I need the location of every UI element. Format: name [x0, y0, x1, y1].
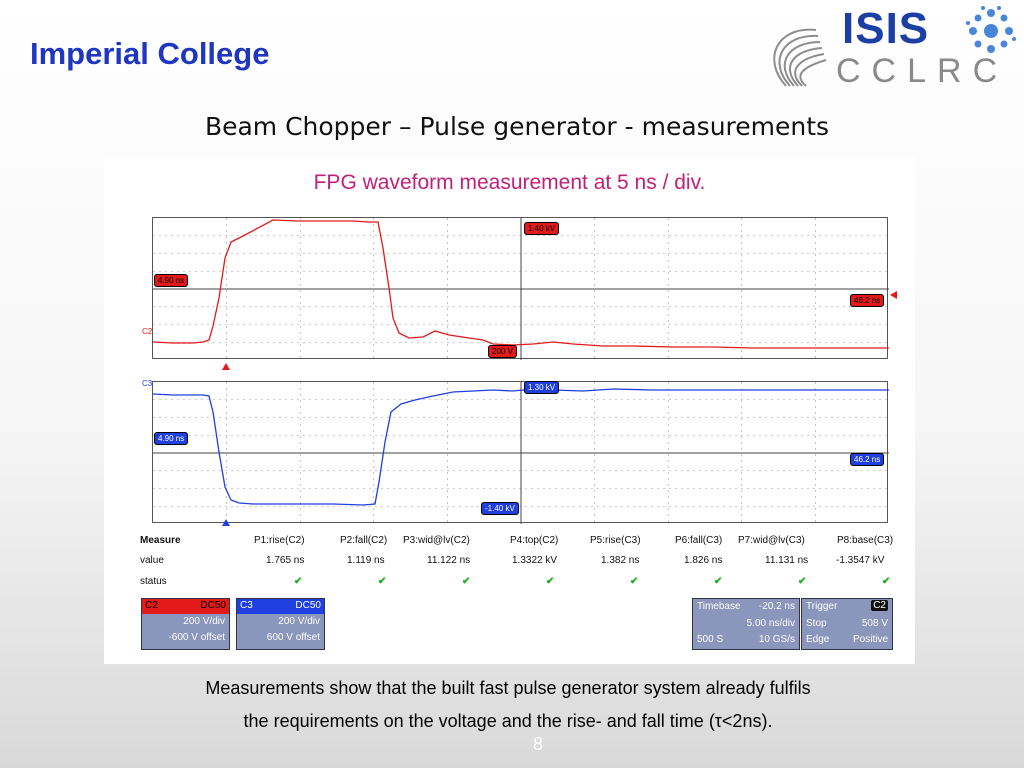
trigger-box[interactable]: Trigger C2 Stop 508 V Edge Positive — [801, 598, 893, 650]
param-value: 11.131 ns — [765, 555, 809, 566]
status-check-icon: ✔ — [294, 576, 303, 587]
c2-top-cursor-tag: 1.40 kV — [524, 222, 560, 235]
timebase-per-div: 5.00 ns/div — [746, 618, 795, 629]
param-header: P3:wid@lv(C2) — [403, 535, 470, 546]
college-title: Imperial College — [30, 36, 270, 71]
status-check-icon: ✔ — [378, 576, 387, 587]
slide-caption: Measurements show that the built fast pu… — [0, 672, 1016, 738]
param-header: P5:rise(C3) — [590, 535, 641, 546]
value-label: value — [140, 555, 164, 566]
c3-trace-grid — [152, 381, 889, 524]
param-header: P2:fall(C2) — [340, 535, 388, 546]
param-header: P6:fall(C3) — [675, 535, 723, 546]
timebase-rate: 10 GS/s — [758, 634, 795, 645]
c3-waveform — [153, 388, 889, 506]
caption-line-2: the requirements on the voltage and the … — [243, 711, 773, 731]
trigger-slope: Positive — [852, 634, 888, 645]
param-value: 1.826 ns — [684, 555, 723, 566]
isis-logo-text: ISIS — [842, 4, 930, 53]
c3-trigger-marker-icon — [222, 519, 230, 526]
slide-title: Beam Chopper – Pulse generator - measure… — [204, 112, 830, 141]
c2-waveform — [153, 219, 889, 349]
c3-channel-label: C3 — [142, 379, 153, 388]
c2-trace-grid — [152, 217, 889, 360]
cclrc-logo-text: CCLRC — [836, 52, 1009, 90]
c2-descriptor-box[interactable]: C2 DC50 200 V/div -600 V offset — [141, 598, 230, 650]
status-check-icon: ✔ — [462, 576, 471, 587]
param-header: P4:top(C2) — [510, 535, 559, 546]
param-value: -1.3547 kV — [836, 555, 885, 566]
c2-box-name: C2 — [145, 600, 158, 611]
measurement-table: Measure P1:rise(C2) P2:fall(C2) P3:wid@l… — [104, 531, 915, 591]
oscilloscope-screenshot: FPG waveform measurement at 5 ns / div. … — [104, 157, 915, 664]
param-value: 1.382 ns — [601, 555, 640, 566]
timebase-label: Timebase — [697, 601, 741, 612]
param-value: 1.765 ns — [266, 555, 305, 566]
param-header: P8:base(C3) — [837, 535, 894, 546]
status-label: status — [140, 576, 167, 587]
trigger-label: Trigger — [806, 601, 838, 612]
trigger-level: 508 V — [861, 618, 888, 629]
status-check-icon: ✔ — [714, 576, 723, 587]
c2-bottom-cursor-tag: 200 V — [488, 345, 517, 358]
c3-left-cursor-tag: 4.90 ns — [154, 432, 189, 445]
status-check-icon: ✔ — [882, 576, 891, 587]
trigger-type-label: Edge — [806, 634, 830, 645]
trigger-mode-label: Stop — [806, 618, 827, 629]
c2-channel-label: C2 — [142, 327, 153, 336]
c3-box-scale: 200 V/div — [278, 616, 320, 627]
param-value: 1.119 ns — [347, 555, 385, 566]
c3-box-coupling: DC50 — [295, 600, 321, 611]
timebase-delay: -20.2 ns — [758, 601, 795, 612]
c3-descriptor-box[interactable]: C3 DC50 200 V/div 600 V offset — [236, 598, 325, 650]
c2-box-coupling: DC50 — [200, 600, 226, 611]
c2-right-cursor-tag: 46.2 ns — [850, 294, 885, 307]
swirl-logo-icon — [773, 28, 827, 87]
c3-box-name: C3 — [240, 600, 253, 611]
c2-box-offset: -600 V offset — [168, 632, 225, 643]
measure-value-row: value 1.765 ns 1.119 ns 11.122 ns 1.3322… — [140, 555, 900, 571]
measure-status-row: status ✔ ✔ ✔ ✔ ✔ ✔ ✔ ✔ — [140, 576, 900, 592]
status-check-icon: ✔ — [630, 576, 639, 587]
c3-right-cursor-tag: 46.2 ns — [850, 453, 885, 466]
c3-top-cursor-tag: 1.30 kV — [524, 381, 560, 394]
param-header: P1:rise(C2) — [254, 535, 305, 546]
measure-header-row: Measure P1:rise(C2) P2:fall(C2) P3:wid@l… — [140, 535, 900, 551]
c2-trigger-marker-icon — [222, 363, 230, 370]
starburst-icon — [966, 6, 1016, 53]
c3-bottom-cursor-tag: -1.40 kV — [481, 502, 519, 515]
c2-box-scale: 200 V/div — [183, 616, 225, 627]
timebase-samples: 500 S — [697, 634, 724, 645]
param-value: 11.122 ns — [427, 555, 471, 566]
param-header: P7:wid@lv(C3) — [738, 535, 805, 546]
page-number: 8 — [532, 734, 543, 754]
param-value: 1.3322 kV — [512, 555, 558, 566]
c2-left-cursor-tag: 4.90 ns — [154, 274, 189, 287]
trigger-channel: C2 — [871, 600, 888, 611]
isis-cclrc-logo: ISIS CCLRC — [756, 4, 1018, 96]
measure-label: Measure — [140, 535, 181, 546]
caption-line-1: Measurements show that the built fast pu… — [205, 678, 811, 698]
status-check-icon: ✔ — [546, 576, 555, 587]
c3-box-offset: 600 V offset — [266, 632, 320, 643]
timebase-box[interactable]: Timebase -20.2 ns 5.00 ns/div 500 S 10 G… — [692, 598, 800, 650]
trigger-level-marker-icon — [890, 291, 897, 299]
status-check-icon: ✔ — [798, 576, 807, 587]
scope-title: FPG waveform measurement at 5 ns / div. — [313, 171, 706, 194]
